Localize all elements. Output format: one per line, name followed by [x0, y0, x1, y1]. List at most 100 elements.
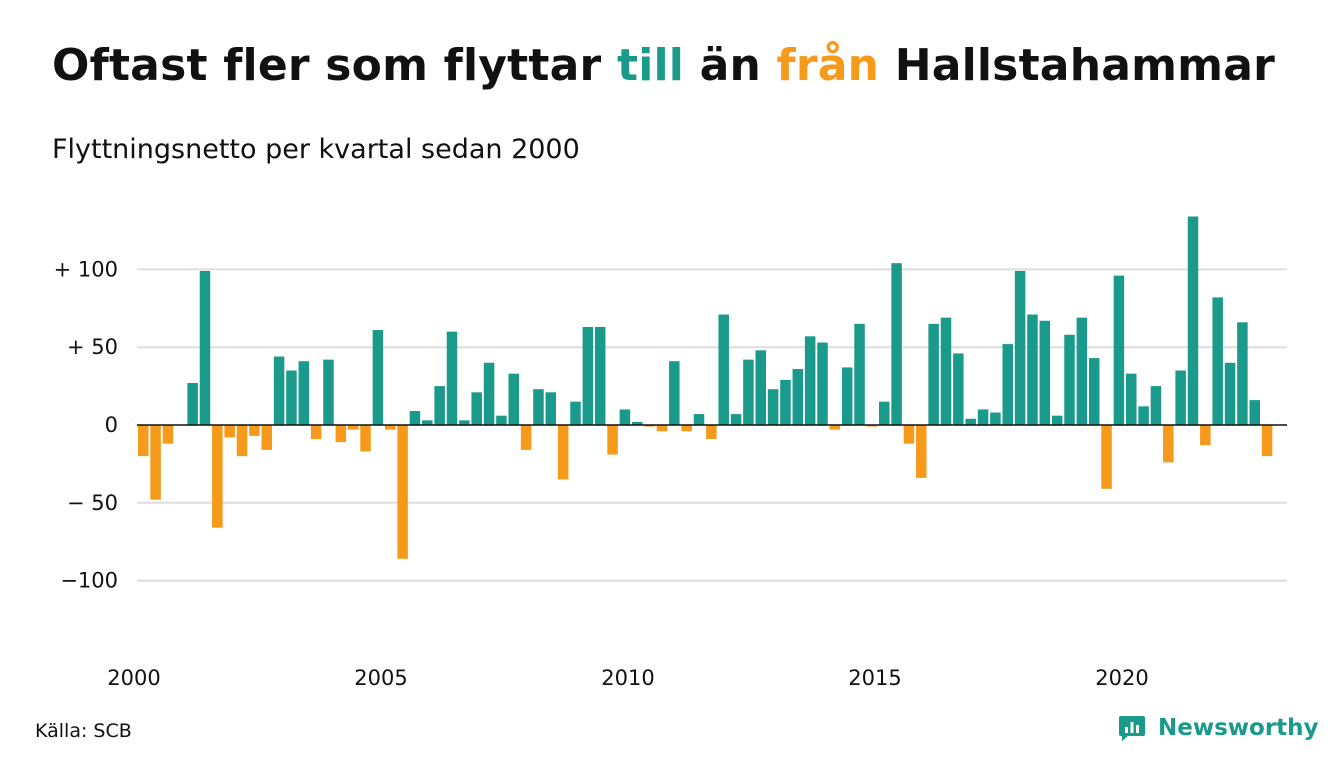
y-axis-labels: + 100 + 50 0 − 50 −100 [54, 257, 118, 592]
bar-72 [1027, 314, 1038, 425]
x-tick-label: 2005 [354, 666, 407, 690]
bar-86 [1200, 425, 1211, 446]
bar-61 [891, 263, 902, 425]
bar-76 [1076, 317, 1088, 425]
title-part3: Hallstahammar [879, 40, 1276, 91]
bar-12 [286, 370, 297, 425]
bar-26 [459, 420, 470, 425]
bar-57 [841, 367, 853, 425]
bar-10 [261, 425, 272, 450]
bar-48 [730, 414, 742, 425]
bar-68 [977, 409, 989, 425]
brand-logo: Newsworthy [1118, 714, 1319, 742]
bar-77 [1088, 358, 1100, 425]
bar-46 [706, 425, 717, 440]
bar-4 [187, 382, 198, 425]
bar-45 [693, 414, 705, 425]
bar-27 [471, 392, 482, 425]
title-part2: än [684, 40, 777, 91]
bar-67 [965, 418, 976, 425]
title-part1: Oftast fler som flyttar [52, 40, 617, 91]
bar-59 [866, 425, 878, 427]
bar-15 [323, 359, 334, 425]
y-tick-label: −100 [60, 569, 118, 593]
source-note: Källa: SCB [35, 720, 132, 742]
chart-title: Oftast fler som flyttar till än från Hal… [52, 40, 1275, 91]
x-tick-label: 2000 [107, 666, 160, 690]
bar-50 [755, 350, 766, 425]
bar-69 [990, 412, 1001, 425]
grid-lines [137, 268, 1287, 582]
x-tick-label: 2020 [1095, 666, 1148, 690]
bar-6 [212, 425, 223, 528]
bar-80 [1126, 373, 1137, 425]
chart-subtitle: Flyttningsnetto per kvartal sedan 2000 [52, 134, 580, 165]
y-tick-label: + 50 [67, 335, 118, 359]
bar-2 [162, 425, 174, 444]
bar-34 [557, 425, 569, 480]
bar-88 [1224, 362, 1236, 425]
bar-42 [656, 425, 668, 432]
bar-16 [335, 425, 347, 443]
bar-8 [236, 425, 248, 457]
bar-13 [298, 361, 310, 425]
bar-51 [767, 389, 779, 425]
y-tick-label: + 100 [54, 257, 118, 281]
bar-9 [249, 425, 260, 436]
bar-63 [916, 425, 927, 478]
x-tick-label: 2010 [601, 666, 654, 690]
bar-64 [928, 323, 939, 425]
bar-91 [1261, 425, 1273, 457]
bar-41 [644, 425, 655, 427]
bars [138, 216, 1273, 559]
y-tick-label: − 50 [67, 491, 118, 515]
bar-62 [903, 425, 915, 444]
bar-31 [520, 425, 532, 450]
title-till: till [616, 40, 685, 91]
bar-24 [434, 386, 445, 425]
bar-83 [1163, 425, 1174, 463]
bar-78 [1101, 425, 1112, 489]
bar-89 [1237, 322, 1248, 425]
bar-85 [1187, 216, 1199, 425]
bar-25 [446, 331, 458, 425]
bar-23 [422, 420, 433, 425]
bar-75 [1064, 334, 1075, 425]
bar-21 [397, 425, 408, 559]
bar-18 [360, 425, 371, 452]
bar-29 [496, 415, 507, 425]
newsworthy-logo-icon [1119, 716, 1145, 741]
bar-7 [224, 425, 235, 438]
bar-40 [632, 421, 643, 425]
bar-58 [854, 323, 865, 425]
bar-79 [1113, 275, 1125, 425]
bar-74 [1051, 415, 1063, 425]
bar-84 [1175, 370, 1186, 425]
bar-81 [1138, 406, 1149, 425]
bar-55 [817, 342, 828, 425]
bar-43 [669, 361, 680, 425]
bar-71 [1014, 270, 1026, 425]
y-tick-label: 0 [105, 413, 118, 437]
bar-1 [150, 425, 161, 500]
bar-32 [533, 389, 544, 425]
bar-11 [273, 356, 285, 425]
x-tick-label: 2015 [848, 666, 901, 690]
bar-53 [792, 368, 804, 425]
bar-38 [607, 425, 618, 455]
bar-39 [619, 409, 631, 425]
bar-49 [743, 359, 754, 425]
bar-56 [829, 425, 841, 430]
bar-22 [409, 410, 421, 425]
bar-37 [594, 326, 606, 425]
bar-20 [385, 425, 396, 430]
bar-14 [310, 425, 322, 440]
brand-name: Newsworthy [1158, 715, 1319, 741]
bar-70 [1002, 344, 1013, 425]
x-axis-labels: 2000 2005 2010 2015 2020 [107, 666, 1148, 690]
bar-0 [138, 425, 149, 457]
bar-19 [372, 330, 384, 425]
bar-35 [570, 401, 581, 425]
bar-44 [681, 425, 692, 432]
